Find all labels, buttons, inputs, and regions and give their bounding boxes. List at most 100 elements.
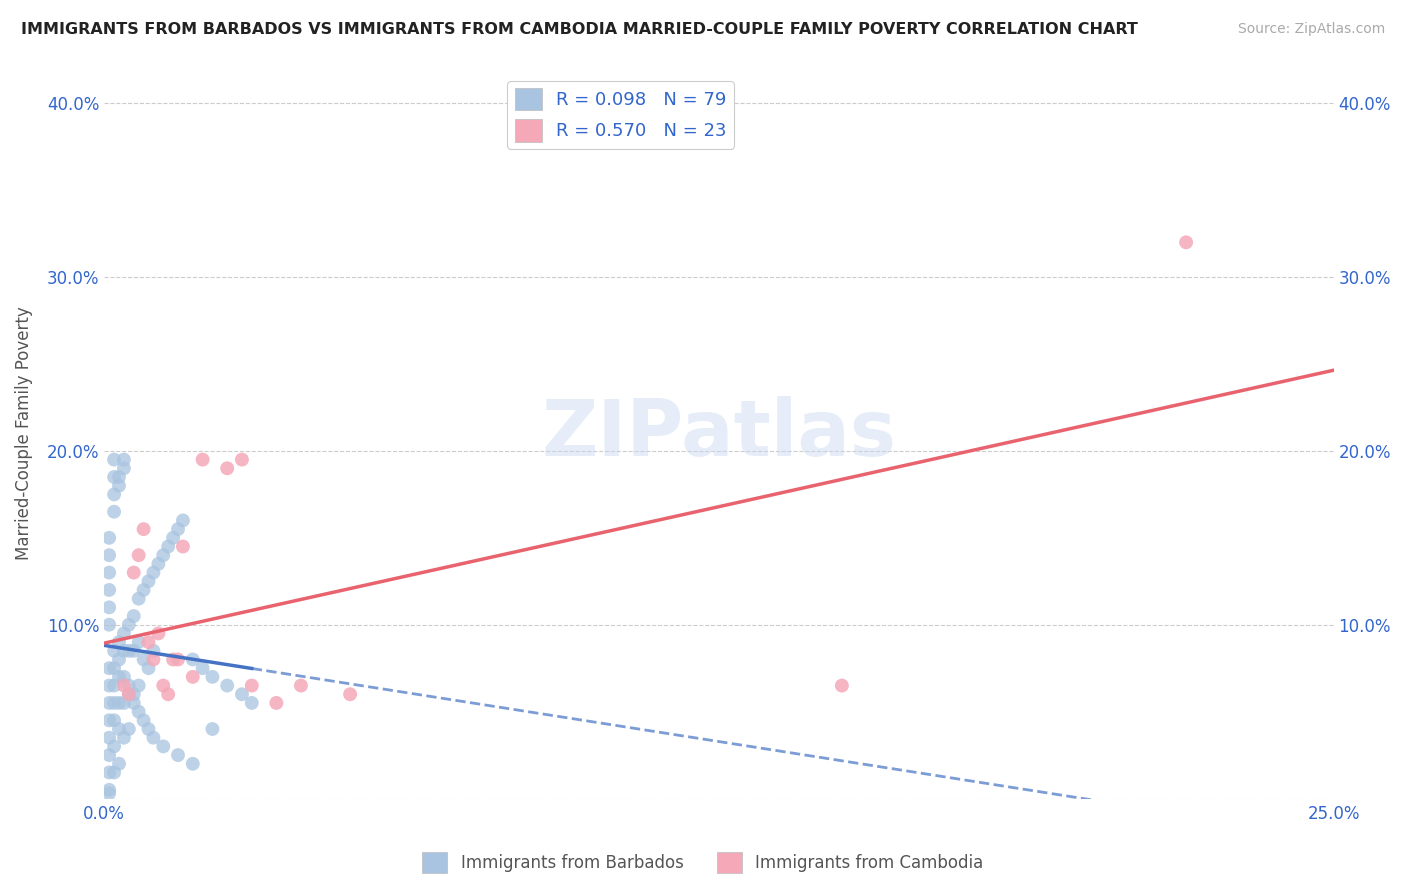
Point	[122, 696, 145, 710]
Point	[132, 582, 155, 597]
Point	[122, 644, 145, 658]
Point	[98, 748, 121, 763]
Point	[181, 670, 204, 684]
Point	[181, 652, 204, 666]
Point	[138, 635, 160, 649]
Point	[339, 687, 361, 701]
Point	[118, 617, 141, 632]
Point	[122, 566, 145, 580]
Point	[112, 696, 135, 710]
Point	[290, 679, 312, 693]
Point	[98, 765, 121, 780]
Point	[103, 487, 125, 501]
Point	[831, 679, 853, 693]
Point	[191, 452, 214, 467]
Legend: R = 0.098   N = 79, R = 0.570   N = 23: R = 0.098 N = 79, R = 0.570 N = 23	[508, 81, 734, 149]
Point	[148, 626, 170, 640]
Point	[112, 626, 135, 640]
Point	[103, 765, 125, 780]
Point	[108, 756, 131, 771]
Point	[152, 739, 174, 754]
Point	[103, 505, 125, 519]
Point	[128, 705, 150, 719]
Point	[138, 722, 160, 736]
Point	[148, 557, 170, 571]
Point	[103, 696, 125, 710]
Point	[142, 644, 165, 658]
Point	[128, 591, 150, 606]
Point	[217, 679, 239, 693]
Point	[108, 696, 131, 710]
Point	[112, 452, 135, 467]
Point	[103, 679, 125, 693]
Point	[112, 461, 135, 475]
Point	[108, 722, 131, 736]
Point	[98, 679, 121, 693]
Point	[167, 652, 190, 666]
Point	[98, 661, 121, 675]
Point	[172, 513, 194, 527]
Point	[103, 714, 125, 728]
Point	[98, 731, 121, 745]
Point	[108, 478, 131, 492]
Point	[157, 687, 180, 701]
Point	[191, 661, 214, 675]
Point	[128, 635, 150, 649]
Point	[1175, 235, 1198, 250]
Point	[128, 548, 150, 562]
Point	[103, 452, 125, 467]
Point	[266, 696, 288, 710]
Point	[98, 548, 121, 562]
Point	[118, 687, 141, 701]
Point	[162, 652, 184, 666]
Point	[122, 609, 145, 624]
Point	[132, 714, 155, 728]
Legend: Immigrants from Barbados, Immigrants from Cambodia: Immigrants from Barbados, Immigrants fro…	[416, 846, 990, 880]
Point	[132, 522, 155, 536]
Point	[98, 786, 121, 800]
Text: Source: ZipAtlas.com: Source: ZipAtlas.com	[1237, 22, 1385, 37]
Point	[112, 731, 135, 745]
Point	[103, 644, 125, 658]
Point	[138, 574, 160, 589]
Point	[118, 679, 141, 693]
Point	[108, 635, 131, 649]
Point	[108, 652, 131, 666]
Point	[103, 661, 125, 675]
Point	[201, 670, 224, 684]
Text: ZIPatlas: ZIPatlas	[541, 395, 897, 472]
Point	[98, 782, 121, 797]
Point	[172, 540, 194, 554]
Point	[103, 470, 125, 484]
Text: IMMIGRANTS FROM BARBADOS VS IMMIGRANTS FROM CAMBODIA MARRIED-COUPLE FAMILY POVER: IMMIGRANTS FROM BARBADOS VS IMMIGRANTS F…	[21, 22, 1137, 37]
Point	[142, 652, 165, 666]
Point	[108, 470, 131, 484]
Point	[201, 722, 224, 736]
Point	[162, 531, 184, 545]
Point	[108, 670, 131, 684]
Point	[240, 679, 263, 693]
Point	[152, 548, 174, 562]
Point	[118, 722, 141, 736]
Point	[103, 739, 125, 754]
Point	[138, 661, 160, 675]
Point	[98, 582, 121, 597]
Point	[157, 540, 180, 554]
Point	[167, 748, 190, 763]
Point	[132, 652, 155, 666]
Point	[98, 714, 121, 728]
Point	[122, 687, 145, 701]
Point	[98, 600, 121, 615]
Y-axis label: Married-Couple Family Poverty: Married-Couple Family Poverty	[15, 307, 32, 560]
Point	[231, 687, 253, 701]
Point	[181, 756, 204, 771]
Point	[142, 566, 165, 580]
Point	[112, 644, 135, 658]
Point	[217, 461, 239, 475]
Point	[112, 670, 135, 684]
Point	[98, 617, 121, 632]
Point	[118, 644, 141, 658]
Point	[98, 696, 121, 710]
Point	[98, 566, 121, 580]
Point	[98, 531, 121, 545]
